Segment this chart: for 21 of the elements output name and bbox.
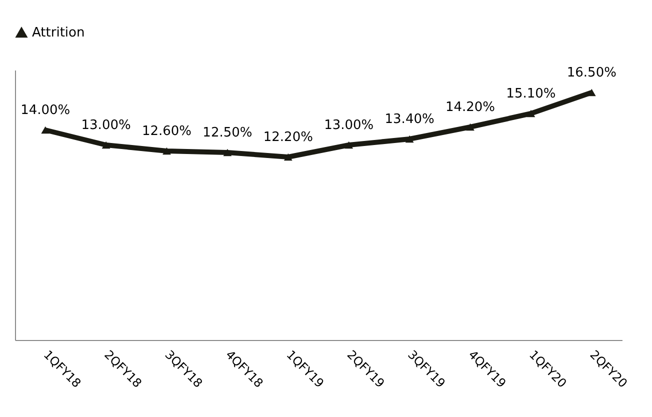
point (466, 123, 474, 131)
data-label: 12.60% (142, 124, 192, 139)
legend-label: Attrition (32, 26, 85, 40)
data-label: 14.00% (20, 103, 70, 118)
data-label: 12.50% (202, 126, 252, 140)
point (587, 88, 596, 96)
data-label: 16.50% (566, 66, 616, 80)
data-label: 13.40% (384, 112, 434, 127)
point (102, 141, 110, 149)
point (223, 148, 232, 156)
data-label: 14.20% (445, 100, 496, 115)
data-label: 15.10% (506, 86, 556, 102)
point (405, 135, 414, 143)
point (526, 110, 536, 118)
point (162, 147, 171, 155)
data-label: 13.00% (324, 118, 374, 133)
point (41, 126, 50, 134)
point (344, 141, 354, 149)
point (284, 153, 292, 161)
data-label: 12.20% (263, 130, 313, 145)
data-label: 13.00% (81, 118, 131, 133)
